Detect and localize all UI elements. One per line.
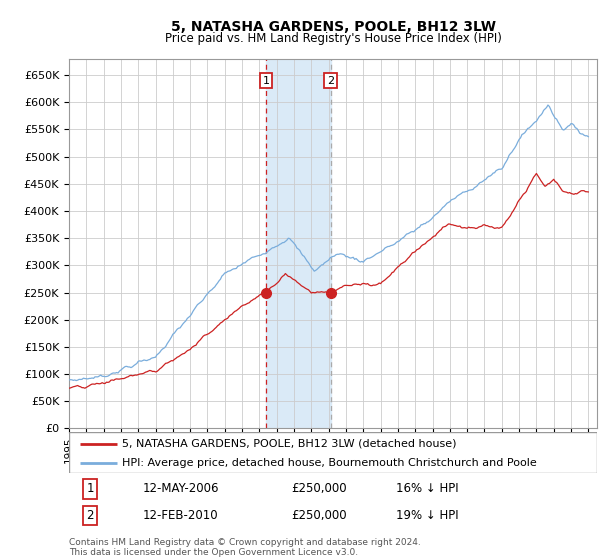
Text: 2: 2: [327, 76, 334, 86]
Text: HPI: Average price, detached house, Bournemouth Christchurch and Poole: HPI: Average price, detached house, Bour…: [122, 459, 536, 468]
Text: 5, NATASHA GARDENS, POOLE, BH12 3LW (detached house): 5, NATASHA GARDENS, POOLE, BH12 3LW (det…: [122, 439, 457, 449]
Text: Contains HM Land Registry data © Crown copyright and database right 2024.
This d: Contains HM Land Registry data © Crown c…: [69, 538, 421, 557]
Text: 2: 2: [86, 509, 94, 522]
Text: 19% ↓ HPI: 19% ↓ HPI: [397, 509, 459, 522]
Text: 1: 1: [262, 76, 269, 86]
Text: 12-FEB-2010: 12-FEB-2010: [143, 509, 218, 522]
Text: £250,000: £250,000: [291, 509, 346, 522]
Bar: [266, 59, 331, 428]
Text: 12-MAY-2006: 12-MAY-2006: [143, 482, 220, 495]
Text: £250,000: £250,000: [291, 482, 346, 495]
Text: 1: 1: [86, 482, 94, 495]
Text: 5, NATASHA GARDENS, POOLE, BH12 3LW: 5, NATASHA GARDENS, POOLE, BH12 3LW: [170, 20, 496, 34]
Text: Price paid vs. HM Land Registry's House Price Index (HPI): Price paid vs. HM Land Registry's House …: [164, 32, 502, 45]
Text: 16% ↓ HPI: 16% ↓ HPI: [397, 482, 459, 495]
